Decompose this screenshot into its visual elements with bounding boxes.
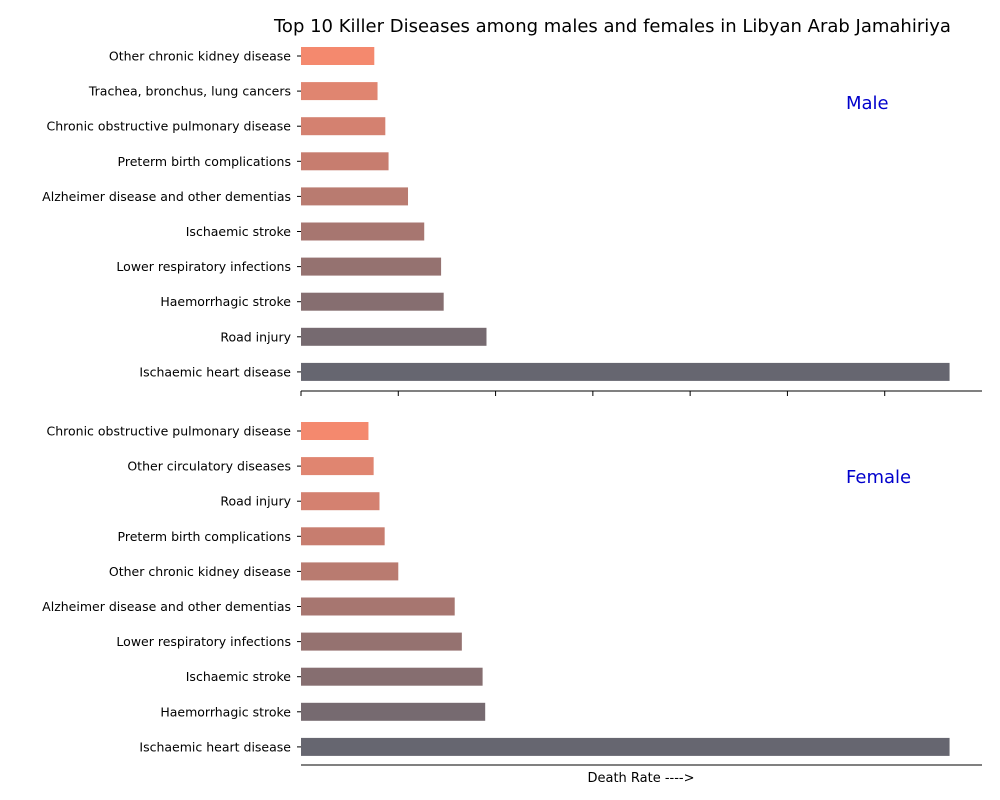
female-category-label-6: Alzheimer disease and other dementias [42,599,291,614]
female-bar-8 [301,667,483,686]
female-bar-4 [301,527,385,546]
male-bar-1 [301,47,375,65]
male-panel: Other chronic kidney disease Trachea, bro… [42,47,982,396]
female-panel: Chronic obstructive pulmonary disease Oth… [42,422,982,766]
male-bar-3 [301,117,386,136]
female-panel-label: Female [846,467,911,488]
female-bar-6 [301,597,455,616]
male-category-label-4: Preterm birth complications [118,154,291,169]
male-category-label-3: Chronic obstructive pulmonary disease [47,119,292,134]
male-category-label-5: Alzheimer disease and other dementias [42,189,291,204]
male-bar-5 [301,187,409,206]
male-bar-9 [301,327,487,346]
female-bar-1 [301,422,369,440]
male-category-label-2: Trachea, bronchus, lung cancers [88,84,291,99]
female-category-label-7: Lower respiratory infections [116,634,291,649]
male-category-label-7: Lower respiratory infections [116,259,291,274]
male-category-label-10: Ischaemic heart disease [139,364,291,379]
male-bar-10 [301,362,950,381]
female-bar-5 [301,562,399,581]
female-category-label-10: Ischaemic heart disease [139,739,291,754]
female-category-label-5: Other chronic kidney disease [109,564,291,579]
female-bar-3 [301,492,380,511]
male-bar-4 [301,152,389,171]
female-category-label-2: Other circulatory diseases [127,459,291,474]
male-category-label-9: Road injury [220,329,291,344]
chart-title: Top 10 Killer Diseases among males and f… [273,16,951,37]
female-category-label-3: Road injury [220,494,291,509]
male-panel-label: Male [846,93,889,114]
male-bar-7 [301,257,442,276]
male-category-label-1: Other chronic kidney disease [109,49,291,64]
male-category-label-6: Ischaemic stroke [186,224,292,239]
female-bar-2 [301,457,374,476]
male-category-label-8: Haemorrhagic stroke [160,294,291,309]
female-category-label-8: Ischaemic stroke [186,669,292,684]
female-category-label-1: Chronic obstructive pulmonary disease [47,424,292,439]
female-bar-7 [301,632,462,651]
male-bar-2 [301,82,378,101]
x-axis-label: Death Rate ----> [587,771,694,786]
male-bar-8 [301,292,444,311]
female-category-label-9: Haemorrhagic stroke [160,704,291,719]
female-category-label-4: Preterm birth complications [118,529,291,544]
female-bar-10 [301,737,950,756]
female-bar-9 [301,702,486,721]
male-bar-6 [301,222,425,241]
